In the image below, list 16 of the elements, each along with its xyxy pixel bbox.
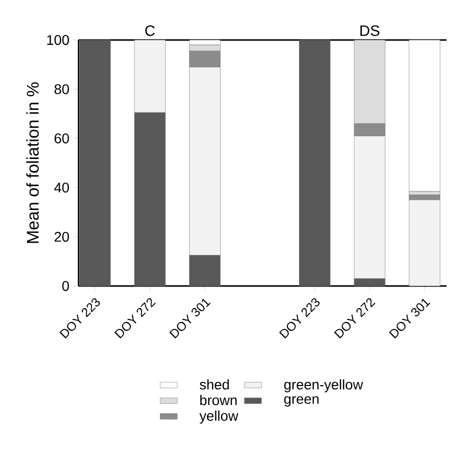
y-tick-label: 80 — [54, 84, 69, 94]
y-tick-label: 100 — [47, 35, 69, 45]
y-tick-label: 20 — [54, 232, 69, 242]
legend-label: green-yellow — [284, 379, 364, 392]
text: C — [145, 25, 155, 36]
y-tick-label: 40 — [54, 182, 69, 193]
y-tick-label: 0 — [62, 281, 69, 291]
y-axis-title: Mean of foliation in % — [26, 82, 39, 243]
legend-label: shed — [200, 379, 229, 390]
bar — [299, 40, 330, 286]
legend-label: yellow — [199, 410, 238, 424]
bar — [408, 40, 440, 192]
y-tick-label: 60 — [54, 133, 69, 144]
legend-label: green — [284, 396, 319, 407]
legend-label: brown — [200, 394, 237, 406]
text: DS — [360, 25, 380, 36]
